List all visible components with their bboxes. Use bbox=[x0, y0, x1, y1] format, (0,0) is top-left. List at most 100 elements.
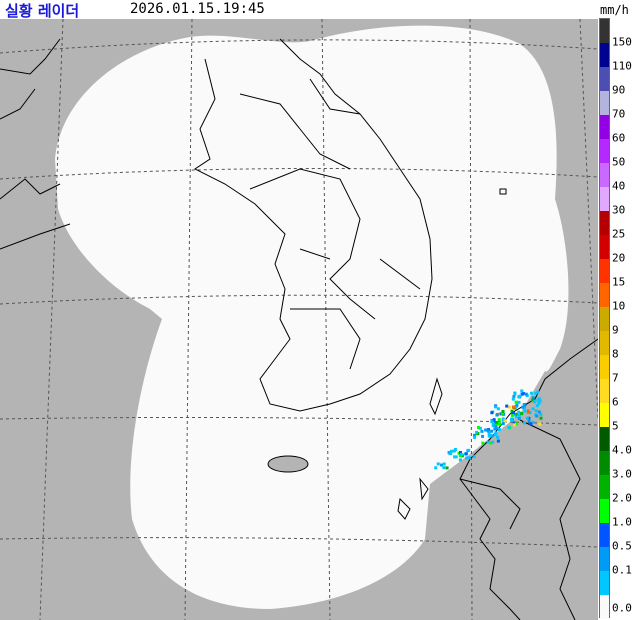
legend-unit: mm/h bbox=[600, 3, 629, 17]
lat-lon-grid bbox=[0, 19, 598, 620]
echo-pixel bbox=[512, 394, 516, 398]
echo-pixel bbox=[486, 429, 490, 433]
legend-label: 90 bbox=[612, 83, 626, 97]
echo-pixel bbox=[514, 405, 518, 409]
legend-label: 15 bbox=[612, 275, 626, 289]
legend-label: 1.0 bbox=[612, 515, 632, 529]
legend-swatch bbox=[600, 451, 609, 475]
echo-pixel bbox=[529, 422, 533, 426]
echo-pixel bbox=[484, 428, 488, 432]
echo-pixel bbox=[518, 394, 522, 398]
province-borders bbox=[239, 78, 421, 370]
legend-swatch bbox=[600, 379, 609, 403]
echo-pixel bbox=[539, 412, 543, 416]
echo-pixel bbox=[490, 434, 494, 438]
page-title: 실황 레이더 bbox=[5, 2, 80, 20]
jeju-island bbox=[267, 455, 309, 473]
legend-label: 0.0 bbox=[612, 601, 632, 615]
legend-label: 110 bbox=[612, 59, 632, 73]
echo-pixel bbox=[520, 412, 524, 416]
legend-colorbar bbox=[599, 18, 610, 619]
echo-pixel bbox=[439, 463, 443, 467]
echo-pixel bbox=[472, 455, 476, 459]
echo-pixel bbox=[496, 407, 500, 411]
legend-label: 70 bbox=[612, 107, 626, 121]
header: 실황 레이더 2026.01.15.19:45 mm/h bbox=[0, 0, 635, 20]
echo-pixel bbox=[434, 466, 438, 470]
echo-pixel bbox=[491, 424, 495, 428]
echo-pixel bbox=[464, 452, 468, 456]
legend-swatch bbox=[600, 595, 609, 619]
legend-label: 150 bbox=[612, 35, 632, 49]
echo-pixel bbox=[503, 419, 507, 423]
echo-pixel bbox=[511, 411, 515, 415]
legend-swatch bbox=[600, 19, 609, 43]
echo-pixel bbox=[538, 422, 542, 426]
echo-pixel bbox=[531, 407, 535, 411]
echo-pixel bbox=[497, 418, 501, 422]
echo-pixel bbox=[522, 403, 526, 407]
echo-pixel bbox=[493, 422, 497, 426]
echo-pixel bbox=[454, 455, 458, 459]
legend-label: 0.1 bbox=[612, 563, 632, 577]
legend-label: 7 bbox=[612, 371, 619, 385]
echo-pixel bbox=[529, 391, 533, 395]
echo-pixel bbox=[478, 426, 482, 430]
precipitation-echoes bbox=[434, 389, 543, 470]
legend-swatch bbox=[600, 547, 609, 571]
echo-pixel bbox=[512, 405, 516, 409]
echo-pixel bbox=[517, 410, 521, 414]
echo-pixel bbox=[535, 404, 539, 408]
legend-swatch bbox=[600, 499, 609, 523]
echo-pixel bbox=[513, 392, 517, 396]
echo-pixel bbox=[501, 418, 505, 422]
echo-pixel bbox=[535, 414, 539, 418]
echo-pixel bbox=[494, 424, 498, 428]
echo-pixel bbox=[524, 392, 528, 396]
legend-swatch bbox=[600, 307, 609, 331]
legend-swatch bbox=[600, 523, 609, 547]
echo-pixel bbox=[512, 421, 516, 425]
echo-pixel bbox=[539, 416, 543, 420]
echo-pixel bbox=[467, 448, 471, 452]
echo-pixel bbox=[511, 397, 515, 401]
legend-swatch bbox=[600, 67, 609, 91]
echo-pixel bbox=[512, 423, 516, 427]
legend-label: 30 bbox=[612, 203, 626, 217]
echo-pixel bbox=[534, 409, 538, 413]
legend-swatch bbox=[600, 571, 609, 595]
echo-pixel bbox=[480, 429, 484, 433]
legend-label: 0.5 bbox=[612, 539, 632, 553]
echo-pixel bbox=[505, 404, 509, 408]
legend-swatch bbox=[600, 43, 609, 67]
radar-coverage-area bbox=[55, 25, 569, 609]
legend-label: 5 bbox=[612, 419, 619, 433]
china-coast bbox=[0, 38, 71, 250]
radar-map[interactable] bbox=[0, 19, 598, 620]
echo-pixel bbox=[509, 418, 513, 422]
legend-swatch bbox=[600, 187, 609, 211]
echo-pixel bbox=[531, 396, 535, 400]
echo-pixel bbox=[531, 398, 535, 402]
echo-pixel bbox=[517, 400, 521, 404]
echo-pixel bbox=[495, 413, 499, 417]
legend-label: 3.0 bbox=[612, 467, 632, 481]
echo-pixel bbox=[477, 426, 481, 430]
echo-pixel bbox=[514, 422, 518, 426]
echo-pixel bbox=[442, 466, 446, 470]
coastlines bbox=[0, 38, 598, 620]
legend-label: 20 bbox=[612, 251, 626, 265]
echo-pixel bbox=[449, 451, 453, 455]
echo-pixel bbox=[526, 410, 530, 414]
echo-pixel bbox=[496, 435, 500, 439]
echo-pixel bbox=[510, 413, 514, 417]
legend-label: 8 bbox=[612, 347, 619, 361]
echo-pixel bbox=[528, 411, 532, 415]
echo-pixel bbox=[490, 420, 494, 424]
legend-swatch bbox=[600, 91, 609, 115]
echo-pixel bbox=[520, 389, 524, 393]
echo-pixel bbox=[517, 417, 521, 421]
legend-label: 4.0 bbox=[612, 443, 632, 457]
echo-pixel bbox=[537, 410, 541, 414]
echo-pixel bbox=[494, 405, 498, 409]
